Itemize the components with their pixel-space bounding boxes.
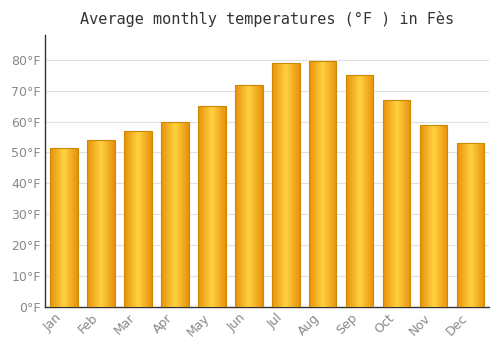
- Bar: [346, 75, 374, 307]
- Bar: [87, 140, 115, 307]
- Bar: [382, 100, 410, 307]
- Bar: [456, 143, 484, 307]
- Bar: [124, 131, 152, 307]
- Bar: [235, 85, 262, 307]
- Bar: [420, 125, 448, 307]
- Bar: [50, 148, 78, 307]
- Title: Average monthly temperatures (°F ) in Fès: Average monthly temperatures (°F ) in Fè…: [80, 11, 454, 27]
- Bar: [272, 63, 299, 307]
- Bar: [309, 62, 336, 307]
- Bar: [198, 106, 226, 307]
- Bar: [161, 121, 188, 307]
